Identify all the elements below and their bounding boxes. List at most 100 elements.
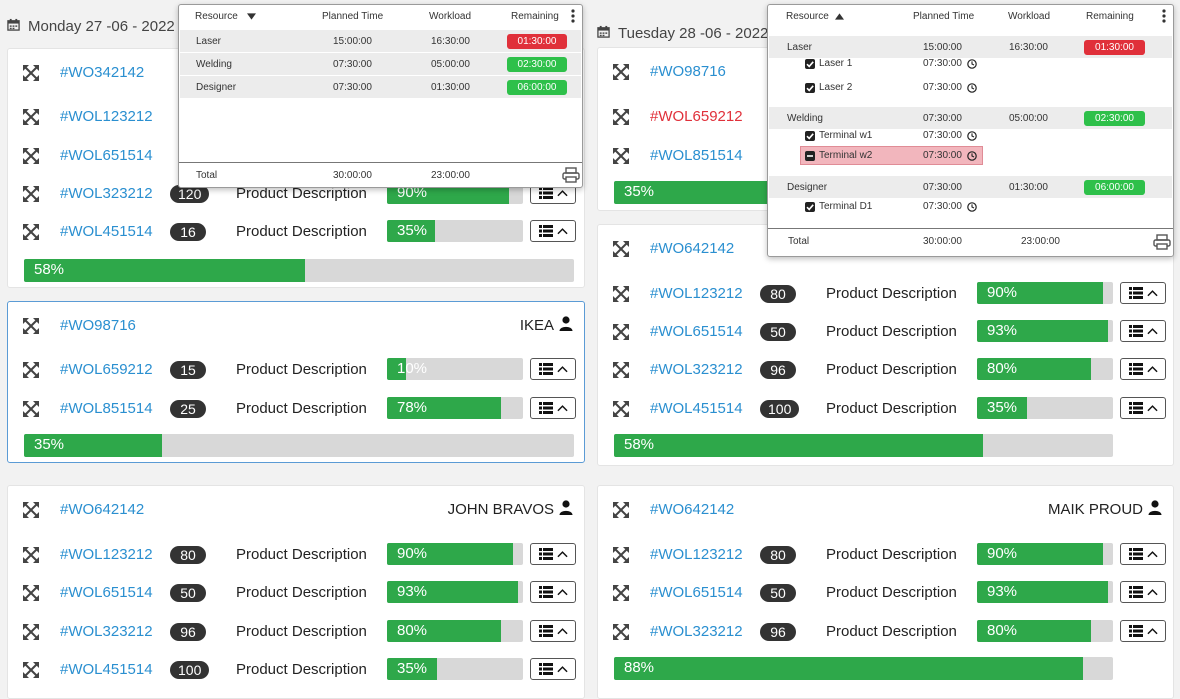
- line-actions-button[interactable]: [530, 543, 576, 565]
- expand-icon[interactable]: [22, 584, 40, 602]
- day-title: Monday 27 -06 - 2022: [28, 18, 175, 35]
- order-line-link[interactable]: #WOL323212: [650, 623, 743, 640]
- order-line-link[interactable]: #WOL651514: [60, 584, 153, 601]
- expand-icon[interactable]: [22, 361, 40, 379]
- resource-row[interactable]: [180, 76, 581, 98]
- list-icon: [538, 187, 553, 199]
- checkbox-icon[interactable]: [805, 83, 815, 93]
- order-line-link[interactable]: #WOL659212: [650, 108, 743, 125]
- work-order-link[interactable]: #WO642142: [650, 240, 735, 257]
- calendar-icon: [7, 18, 20, 35]
- expand-icon[interactable]: [22, 400, 40, 418]
- line-actions-button[interactable]: [1120, 397, 1166, 419]
- expand-icon[interactable]: [22, 501, 40, 519]
- child-planned-time: 07:30:00: [923, 201, 962, 212]
- order-line-link[interactable]: #WOL651514: [650, 584, 743, 601]
- expand-icon[interactable]: [612, 361, 630, 379]
- order-line-link[interactable]: #WOL651514: [650, 323, 743, 340]
- line-actions-button[interactable]: [530, 358, 576, 380]
- list-icon: [1128, 287, 1143, 299]
- expand-icon[interactable]: [612, 63, 630, 81]
- order-line-link[interactable]: #WOL651514: [60, 147, 153, 164]
- checkbox-icon[interactable]: [805, 151, 815, 161]
- order-line-link[interactable]: #WOL123212: [60, 108, 153, 125]
- expand-icon[interactable]: [22, 147, 40, 165]
- caret-down-icon[interactable]: [247, 12, 256, 23]
- line-actions-button[interactable]: [530, 620, 576, 642]
- resource-summary-popup: Resource Planned Time Workload Remaining Las…: [178, 4, 583, 188]
- line-actions-button[interactable]: [1120, 620, 1166, 642]
- customer-label: IKEA: [519, 317, 554, 334]
- order-line-link[interactable]: #WOL123212: [650, 546, 743, 563]
- work-order-link[interactable]: #WO342142: [60, 64, 145, 81]
- checkbox-icon[interactable]: [805, 59, 815, 69]
- resource-group-row[interactable]: [769, 176, 1172, 198]
- expand-icon[interactable]: [612, 400, 630, 418]
- resource-row[interactable]: [180, 30, 581, 52]
- customer-name: JOHN BRAVOS: [448, 500, 573, 519]
- work-order-card[interactable]: #WO642142 MAIK PROUD #WOL123212 80 Product D…: [597, 485, 1174, 699]
- expand-icon[interactable]: [612, 546, 630, 564]
- expand-icon[interactable]: [612, 240, 630, 258]
- expand-icon[interactable]: [612, 623, 630, 641]
- caret-up-icon[interactable]: [835, 12, 844, 23]
- kebab-menu-icon[interactable]: [1162, 9, 1166, 26]
- work-order-card[interactable]: #WO642142 JOHN BRAVOS #WOL123212 80 Product …: [7, 485, 585, 699]
- expand-icon[interactable]: [22, 185, 40, 203]
- work-order-link[interactable]: #WO98716: [60, 317, 136, 334]
- expand-icon[interactable]: [612, 501, 630, 519]
- expand-icon[interactable]: [612, 285, 630, 303]
- line-actions-button[interactable]: [1120, 320, 1166, 342]
- expand-icon[interactable]: [22, 223, 40, 241]
- expand-icon[interactable]: [22, 623, 40, 641]
- order-line-link[interactable]: #WOL451514: [60, 223, 153, 240]
- line-actions-button[interactable]: [1120, 358, 1166, 380]
- printer-icon[interactable]: [562, 167, 580, 186]
- work-order-link[interactable]: #WO642142: [650, 501, 735, 518]
- progress-fill: [387, 581, 518, 603]
- work-order-link[interactable]: #WO98716: [650, 63, 726, 80]
- resource-row[interactable]: [180, 53, 581, 75]
- line-progress-bar: 93%: [977, 581, 1113, 603]
- order-line-link[interactable]: #WOL123212: [60, 546, 153, 563]
- line-actions-button[interactable]: [530, 220, 576, 242]
- expand-icon[interactable]: [612, 108, 630, 126]
- line-actions-button[interactable]: [530, 658, 576, 680]
- line-actions-button[interactable]: [530, 581, 576, 603]
- kebab-menu-icon[interactable]: [571, 9, 575, 26]
- expand-icon[interactable]: [612, 584, 630, 602]
- order-line-link[interactable]: #WOL851514: [650, 147, 743, 164]
- line-actions-button[interactable]: [1120, 543, 1166, 565]
- resource-group-row[interactable]: [769, 107, 1172, 129]
- work-order-card[interactable]: #WO642142 #WOL123212 80 Product Description…: [597, 224, 1174, 466]
- quantity-badge: 80: [760, 546, 796, 564]
- expand-icon[interactable]: [22, 64, 40, 82]
- expand-icon[interactable]: [22, 108, 40, 126]
- line-actions-button[interactable]: [530, 397, 576, 419]
- order-line-link[interactable]: #WOL323212: [650, 361, 743, 378]
- order-line-link[interactable]: #WOL451514: [60, 661, 153, 678]
- order-line-link[interactable]: #WOL123212: [650, 285, 743, 302]
- order-line-link[interactable]: #WOL451514: [650, 400, 743, 417]
- printer-icon[interactable]: [1153, 234, 1171, 253]
- checkbox-icon[interactable]: [805, 202, 815, 212]
- expand-icon[interactable]: [22, 546, 40, 564]
- customer-name: IKEA: [520, 316, 573, 335]
- order-line-link[interactable]: #WOL323212: [60, 623, 153, 640]
- expand-icon[interactable]: [22, 661, 40, 679]
- resource-group-row[interactable]: [769, 36, 1172, 58]
- line-actions-button[interactable]: [1120, 282, 1166, 304]
- user-icon: [559, 316, 573, 335]
- order-line-link[interactable]: #WOL851514: [60, 400, 153, 417]
- work-order-link[interactable]: #WO642142: [60, 501, 145, 518]
- order-line-link[interactable]: #WOL323212: [60, 185, 153, 202]
- expand-icon[interactable]: [612, 147, 630, 165]
- expand-icon[interactable]: [612, 323, 630, 341]
- expand-icon[interactable]: [22, 317, 40, 335]
- work-order-card[interactable]: #WO98716 IKEA #WOL659212 15 Product Descript…: [7, 301, 585, 463]
- resource-name: Designer: [196, 82, 237, 93]
- checkbox-icon[interactable]: [805, 131, 815, 141]
- product-description: Product Description: [236, 223, 367, 240]
- line-actions-button[interactable]: [1120, 581, 1166, 603]
- order-line-link[interactable]: #WOL659212: [60, 361, 153, 378]
